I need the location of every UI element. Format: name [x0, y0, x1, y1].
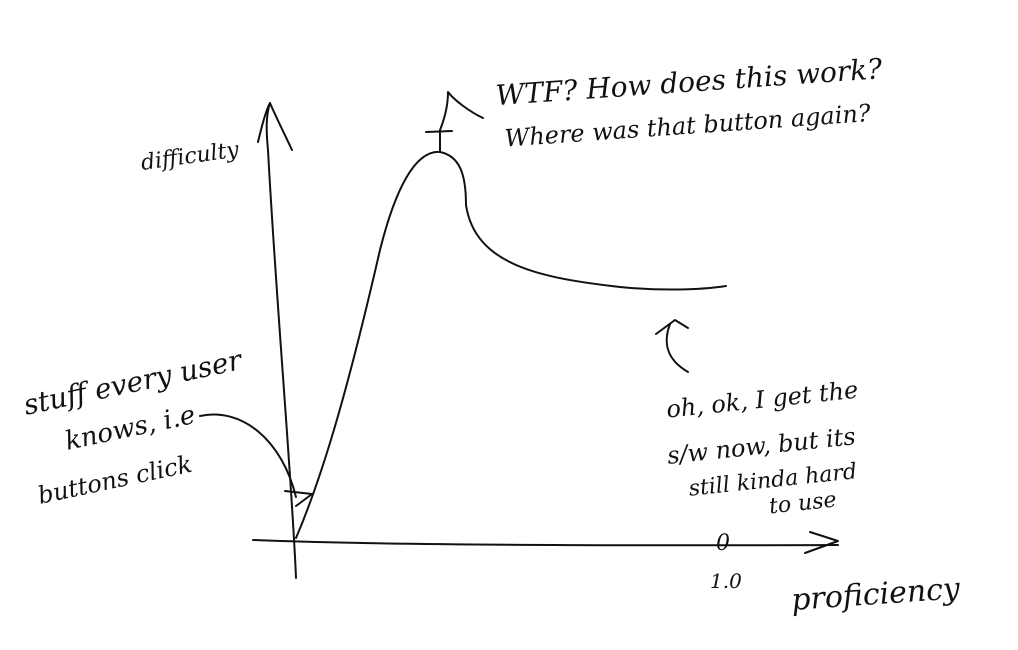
- start-annotation-line: buttons click: [35, 450, 194, 510]
- plateau-annotation-line: oh, ok, I get the: [665, 376, 860, 424]
- start-annotation: stuff every user knows, i.e buttons clic…: [21, 343, 246, 510]
- y-axis-arrowhead: [257, 102, 293, 151]
- x-axis: [252, 539, 839, 547]
- plateau-arrowhead: [655, 319, 689, 335]
- y-axis-label: difficulty: [139, 137, 241, 176]
- x-tick-mark: 0: [716, 531, 730, 556]
- x-tick-label: 1.0: [710, 569, 742, 593]
- x-axis-arrowhead: [804, 531, 839, 554]
- plateau-annotation: oh, ok, I get the s/w now, but its still…: [665, 376, 860, 520]
- y-axis: [265, 102, 297, 579]
- plateau-arrow-line: [665, 323, 689, 373]
- learning-curve: [295, 150, 727, 539]
- start-arrowhead: [284, 490, 313, 507]
- start-annotation-line: stuff every user: [21, 343, 246, 422]
- x-axis-label: proficiency: [790, 571, 962, 618]
- peak-annotation: WTF? How does this work? Where was that …: [495, 52, 885, 152]
- start-arrow-line: [199, 413, 297, 498]
- peak-callout-line: [439, 91, 484, 131]
- peak-marker: [425, 130, 453, 153]
